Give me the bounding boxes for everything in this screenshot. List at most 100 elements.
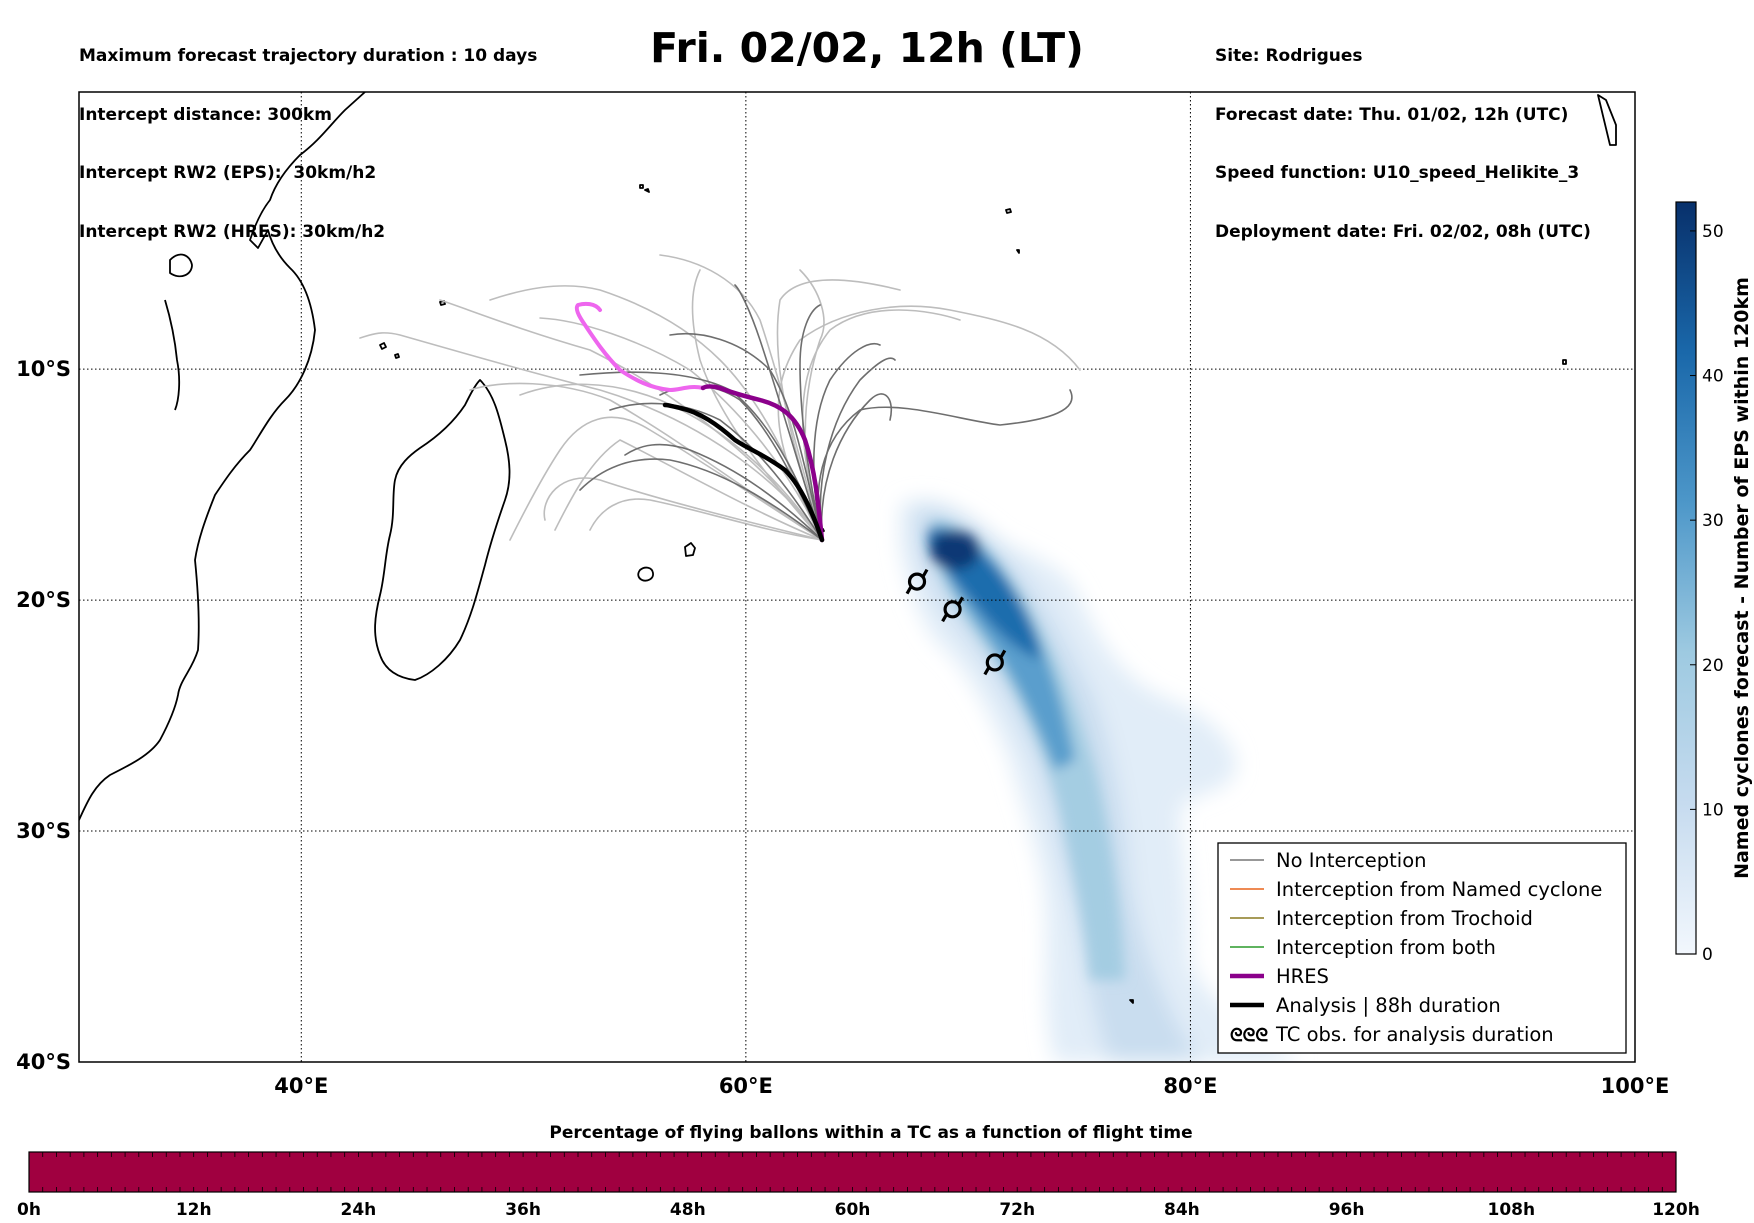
lon-tick-label: 40°E <box>274 1074 328 1098</box>
legend-item: Interception from both <box>1230 936 1496 959</box>
bottom-colorbar-tick-label: 36h <box>505 1200 541 1220</box>
density-zone-mid <box>930 520 1125 980</box>
header-right-line-4: Deployment date: Fri. 02/02, 08h (UTC) <box>1215 221 1591 242</box>
lat-tick-label: 20°S <box>16 588 71 612</box>
trajectory-no-interception <box>817 389 1073 541</box>
map-gridlines <box>79 92 1635 1062</box>
bottom-colorbar-tick-label: 120h <box>1652 1200 1700 1220</box>
header-right-line-3: Speed function: U10_speed_Helikite_3 <box>1215 163 1580 183</box>
legend-label: Interception from Named cyclone <box>1276 878 1602 901</box>
island-small-east <box>1562 94 1617 365</box>
right-colorbar-tick-label: 20 <box>1702 656 1724 676</box>
trajectory-light <box>659 254 823 541</box>
right-colorbar-gradient <box>1675 201 1697 955</box>
bottom-colorbar: 0h 12h 24h 36h 48h 60h 72h 84h 96h 108h 120h <box>17 1151 1700 1220</box>
trajectory-light <box>509 416 823 541</box>
bottom-colorbar-tick-label: 108h <box>1488 1200 1536 1220</box>
legend-label: Interception from Trochoid <box>1276 907 1533 930</box>
grey-trajectories <box>579 284 1073 541</box>
header-left-line-1: Maximum forecast trajectory duration : 1… <box>79 46 538 66</box>
header-right-line-2: Forecast date: Thu. 01/02, 12h (UTC) <box>1215 104 1569 125</box>
trajectory-light <box>589 498 823 541</box>
trajectory-no-interception <box>624 443 823 541</box>
africa-coastline <box>79 92 366 821</box>
trajectory-no-interception <box>819 357 896 541</box>
lon-tick-label: 80°E <box>1163 1074 1217 1098</box>
legend-label: Interception from both <box>1276 936 1496 959</box>
chagos-coastline <box>1005 208 1020 254</box>
bottom-colorbar-tick-label: 24h <box>341 1200 377 1220</box>
header-right-line-1: Site: Rodrigues <box>1215 46 1363 66</box>
tc-observation-symbol <box>905 568 929 595</box>
island-antipodes <box>1129 999 1134 1004</box>
trajectory-light <box>519 383 823 541</box>
trajectory-light <box>359 332 823 541</box>
bottom-colorbar-title: Percentage of flying ballons within a TC… <box>549 1123 1192 1143</box>
header-left-line-3: Intercept RW2 (EPS): 30km/h2 <box>79 163 377 183</box>
lon-tick-label: 60°E <box>719 1074 773 1098</box>
comoros-coastline <box>379 342 400 359</box>
trajectories <box>359 254 1081 543</box>
analysis-trajectory <box>662 402 825 543</box>
trajectory-no-interception <box>734 284 823 541</box>
map-frame <box>78 91 1636 1063</box>
map-title: Fri. 02/02, 12h (LT) <box>650 24 1084 72</box>
legend-label: TC obs. for analysis duration <box>1275 1023 1554 1046</box>
legend-label: Analysis | 88h duration <box>1276 994 1501 1017</box>
tc-observation-symbol <box>941 596 964 623</box>
bottom-colorbar-tick-label: 72h <box>999 1200 1035 1220</box>
legend-item: HRES <box>1230 965 1329 988</box>
lon-tick-label: 100°E <box>1601 1074 1670 1098</box>
bottom-colorbar-tick-label: 96h <box>1329 1200 1365 1220</box>
legend-frame <box>1217 842 1627 1054</box>
lat-tick-label: 10°S <box>16 357 71 381</box>
legend-tc-symbols: ᘓᘓᘓ <box>1230 1025 1268 1046</box>
lake-victoria <box>169 253 193 278</box>
legend-item: Interception from Trochoid <box>1230 907 1533 930</box>
header-info-left: Maximum forecast trajectory duration : 1… <box>79 8 537 262</box>
trajectory-no-interception <box>579 458 823 541</box>
cyclone-density-heatmap <box>900 499 1300 1062</box>
trajectory-no-interception <box>820 393 892 541</box>
right-colorbar-label: Named cyclones forecast - Number of EPS … <box>1731 277 1753 879</box>
lake-tanganyika <box>164 299 181 411</box>
right-colorbar-tick-label: 0 <box>1702 945 1713 965</box>
bottom-colorbar-tick-label: 12h <box>176 1200 212 1220</box>
trajectory-no-interception <box>609 402 823 541</box>
trajectory-light <box>543 477 823 541</box>
hres-trajectory <box>700 384 825 543</box>
trajectory-light <box>469 382 823 541</box>
mauritius-coastline <box>684 542 696 557</box>
tc-observations <box>905 568 1007 676</box>
trajectory-no-interception <box>813 343 881 541</box>
axis-tick-labels: 10°S 20°S 30°S 40°S 40°E 60°E 80°E 100°E <box>16 357 1669 1098</box>
coastlines <box>79 92 1617 1004</box>
bottom-colorbar-tick-label: 60h <box>835 1200 871 1220</box>
trajectory-light <box>777 305 1081 541</box>
trajectory-no-interception <box>669 332 823 541</box>
lat-tick-label: 30°S <box>16 819 71 843</box>
map-legend: No Interception Interception from Named c… <box>1217 842 1627 1054</box>
header-left-line-2: Intercept distance: 300km <box>79 104 332 125</box>
right-colorbar-tick-label: 50 <box>1702 222 1724 242</box>
right-colorbar-tick-label: 40 <box>1702 367 1724 387</box>
right-colorbar-tick-label: 10 <box>1702 800 1724 820</box>
legend-item: ᘓᘓᘓ TC obs. for analysis duration <box>1230 1023 1554 1046</box>
reunion-coastline <box>637 566 654 582</box>
header-left-line-4: Intercept RW2 (HRES): 30km/h2 <box>79 221 386 242</box>
bottom-colorbar-tick-label: 48h <box>670 1200 706 1220</box>
lat-tick-label: 40°S <box>16 1050 71 1074</box>
trajectory-no-interception <box>799 304 823 541</box>
right-colorbar: 0 10 20 30 40 50 <box>1675 201 1724 965</box>
legend-label: No Interception <box>1276 849 1427 872</box>
density-peak <box>930 530 980 570</box>
madagascar-coastline <box>374 379 511 681</box>
right-colorbar-tick-label: 30 <box>1702 511 1724 531</box>
hres-pink-trajectory <box>574 301 705 393</box>
trajectory-light <box>489 285 823 541</box>
legend-item: Interception from Named cyclone <box>1230 878 1602 901</box>
legend-item: No Interception <box>1230 849 1427 872</box>
bottom-colorbar-tick-label: 0h <box>17 1200 41 1220</box>
tc-observation-symbol <box>983 649 1007 676</box>
